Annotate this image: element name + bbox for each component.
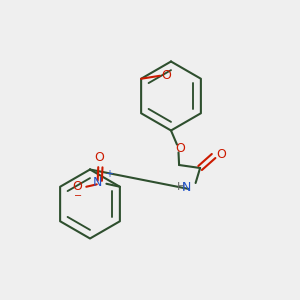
Text: O: O xyxy=(73,180,82,193)
Text: O: O xyxy=(94,151,104,164)
Text: O: O xyxy=(161,69,171,82)
Text: O: O xyxy=(217,148,226,161)
Text: −: − xyxy=(74,191,83,201)
Text: N: N xyxy=(182,181,191,194)
Text: O: O xyxy=(175,142,185,155)
Text: N: N xyxy=(92,176,102,189)
Text: +: + xyxy=(105,169,113,179)
Text: H: H xyxy=(177,182,185,193)
